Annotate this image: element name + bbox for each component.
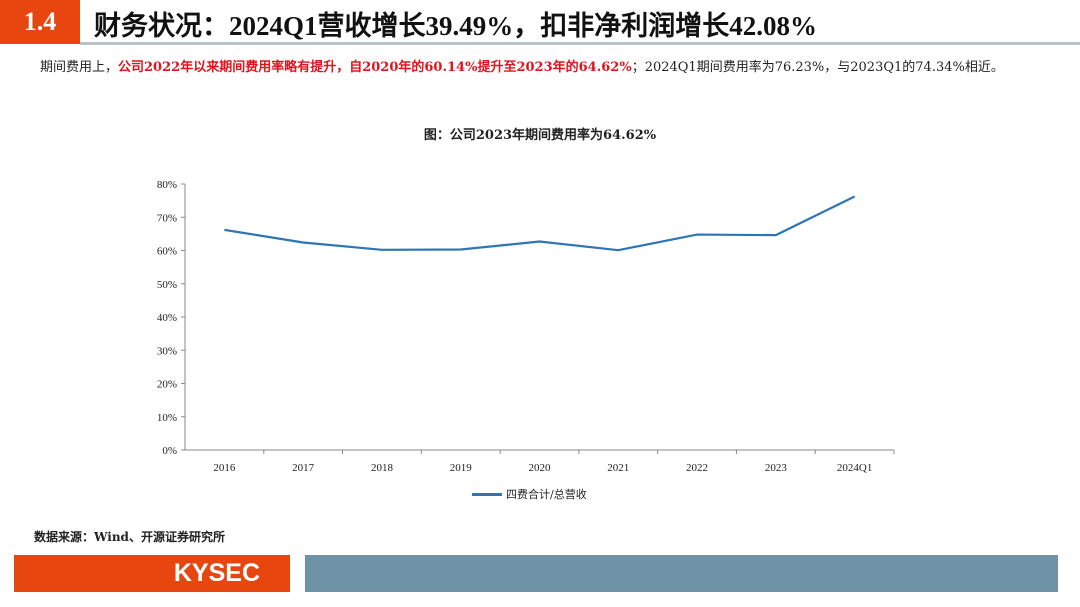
highlight-text: 公司2022年以来期间费用率略有提升，自2020年的60.14%提升至2023年… [118,60,632,75]
chart-title: 图：公司2023年期间费用率为64.62% [423,128,657,143]
y-tick-label: 20% [157,379,177,391]
summary-paragraph: 期间费用上，公司2022年以来期间费用率略有提升，自2020年的60.14%提升… [40,57,1050,79]
y-tick-label: 80% [157,179,177,191]
x-tick-label: 2019 [450,462,473,474]
legend-swatch [472,492,502,496]
y-tick-label: 70% [157,212,177,224]
x-tick-label: 2016 [213,462,236,474]
data-source: 数据来源：Wind、开源证券研究所 [34,530,225,544]
y-tick-label: 40% [157,312,177,324]
y-tick-label: 50% [157,279,177,291]
y-tick-label: 60% [157,246,177,258]
title-divider [80,42,1080,45]
logo-text: KYSEC [173,559,260,587]
x-tick-label: 2017 [292,462,315,474]
x-tick-label: 2018 [371,462,394,474]
series-line [224,195,856,252]
legend-label: 四费合计/总营收 [506,488,587,501]
x-tick-label: 2023 [765,462,788,474]
y-tick-label: 30% [157,345,177,357]
slide-title: 财务状况：2024Q1营收增长39.49%，扣非净利润增长42.08% [94,11,818,41]
section-number: 1.4 [0,0,80,44]
footer-logo: KYSEC [14,555,290,592]
x-tick-label: 2022 [686,462,708,474]
legend: 四费合计/总营收 [472,486,587,502]
text-part: 期间费用上， [40,60,119,75]
x-tick-label: 2020 [529,462,552,474]
x-tick-label: 2021 [607,462,629,474]
footer-bar [305,555,1058,592]
y-tick-label: 10% [157,412,177,424]
x-tick-label: 2024Q1 [837,462,872,474]
y-tick-label: 0% [162,445,177,457]
text-part: ；2024Q1期间费用率为76.23%，与2023Q1的74.34%相近。 [631,60,1004,75]
